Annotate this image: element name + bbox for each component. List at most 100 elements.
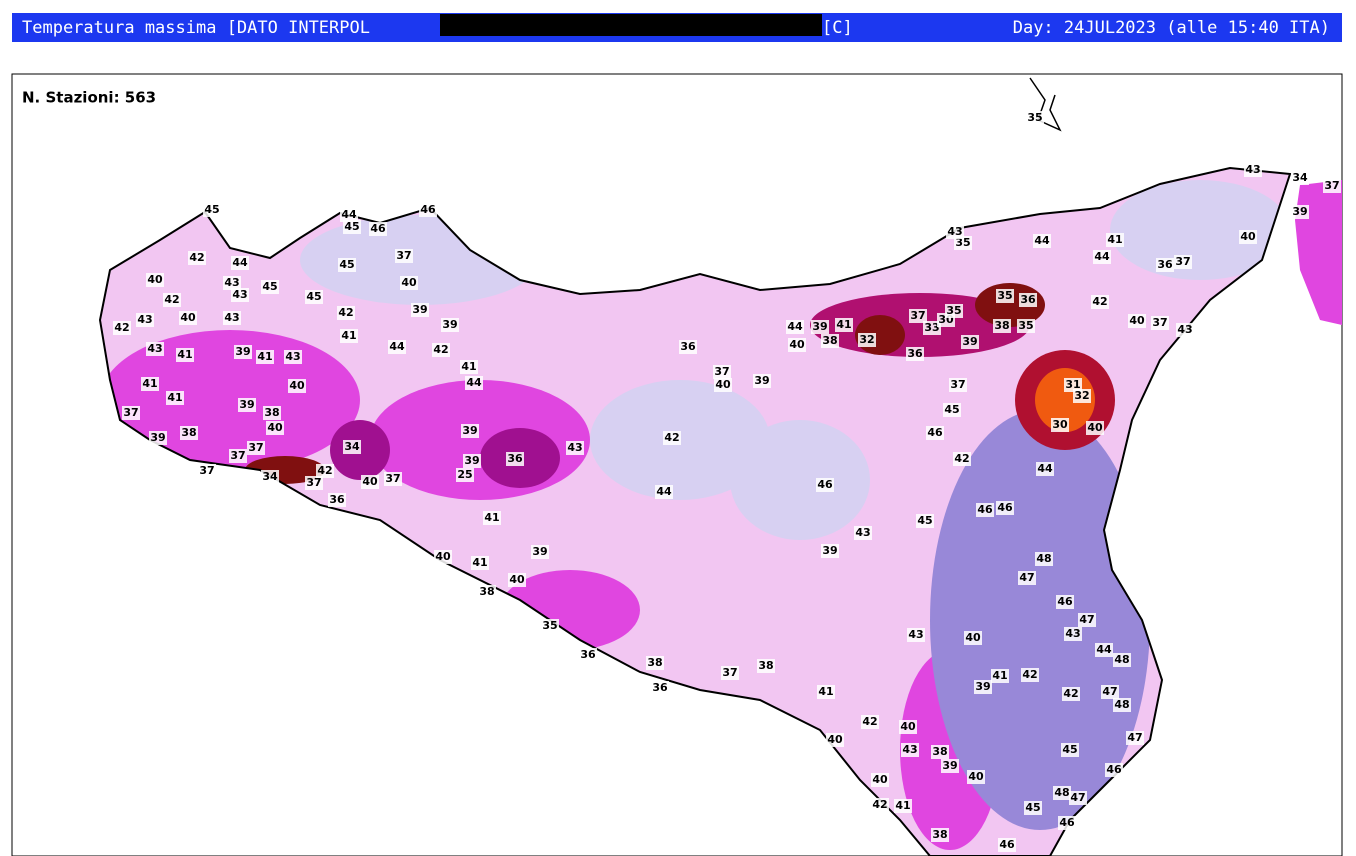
station-value: 43 bbox=[224, 276, 239, 289]
station-box bbox=[976, 503, 994, 517]
station-box bbox=[1056, 595, 1074, 609]
station-value: 38 bbox=[479, 585, 494, 598]
station-box bbox=[811, 320, 829, 334]
station-value: 40 bbox=[827, 733, 843, 746]
station-box bbox=[263, 406, 281, 420]
station-box bbox=[149, 431, 167, 445]
station-box bbox=[993, 319, 1011, 333]
station-box bbox=[1018, 571, 1036, 585]
station-value: 43 bbox=[947, 225, 962, 238]
station-value: 41 bbox=[895, 799, 910, 812]
station-value: 42 bbox=[433, 343, 448, 356]
station-value: 42 bbox=[872, 798, 887, 811]
station-value: 34 bbox=[262, 470, 278, 483]
station-box bbox=[663, 431, 681, 445]
station-box bbox=[953, 452, 971, 466]
station-box bbox=[340, 329, 358, 343]
station-value: 42 bbox=[338, 306, 353, 319]
station-box bbox=[1105, 763, 1123, 777]
station-value: 40 bbox=[435, 550, 451, 563]
station-value: 40 bbox=[872, 773, 888, 786]
station-box bbox=[821, 544, 839, 558]
station-box bbox=[284, 350, 302, 364]
station-box bbox=[1151, 316, 1169, 330]
station-box bbox=[858, 333, 876, 347]
station-value: 38 bbox=[647, 656, 662, 669]
station-value: 47 bbox=[1102, 685, 1117, 698]
station-value: 43 bbox=[908, 628, 923, 641]
station-value: 37 bbox=[950, 378, 965, 391]
station-box bbox=[188, 251, 206, 265]
station-value: 46 bbox=[420, 203, 436, 216]
station-value: 37 bbox=[123, 406, 138, 419]
station-value: 42 bbox=[114, 321, 129, 334]
station-value: 43 bbox=[232, 288, 247, 301]
station-box bbox=[964, 631, 982, 645]
station-box bbox=[471, 556, 489, 570]
station-box bbox=[1062, 687, 1080, 701]
station-value: 44 bbox=[1094, 250, 1110, 263]
station-box bbox=[1093, 250, 1111, 264]
station-value: 41 bbox=[992, 669, 1007, 682]
station-value: 39 bbox=[464, 454, 479, 467]
station-value: 40 bbox=[401, 276, 417, 289]
station-value: 43 bbox=[1065, 627, 1080, 640]
station-box bbox=[757, 659, 775, 673]
station-box bbox=[923, 321, 941, 335]
station-box bbox=[146, 273, 164, 287]
station-box bbox=[400, 276, 418, 290]
station-box bbox=[419, 203, 437, 217]
station-value: 36 bbox=[1020, 293, 1036, 306]
station-box bbox=[463, 454, 481, 468]
station-box bbox=[1033, 234, 1051, 248]
station-value: 37 bbox=[722, 666, 737, 679]
station-box bbox=[316, 464, 334, 478]
station-value: 42 bbox=[1022, 668, 1037, 681]
station-value: 40 bbox=[1240, 230, 1256, 243]
station-value: 39 bbox=[412, 303, 427, 316]
station-box bbox=[679, 340, 697, 354]
station-value: 36 bbox=[652, 681, 668, 694]
station-box bbox=[1113, 653, 1131, 667]
station-box bbox=[945, 304, 963, 318]
station-value: 36 bbox=[580, 648, 596, 661]
station-box bbox=[926, 426, 944, 440]
station-box bbox=[234, 345, 252, 359]
station-box bbox=[146, 342, 164, 356]
station-box bbox=[907, 628, 925, 642]
station-box bbox=[1323, 179, 1341, 193]
station-box bbox=[909, 309, 927, 323]
station-box bbox=[395, 249, 413, 263]
station-box bbox=[1061, 743, 1079, 757]
station-value: 36 bbox=[507, 452, 523, 465]
station-value: 36 bbox=[680, 340, 696, 353]
station-box bbox=[508, 573, 526, 587]
station-value: 37 bbox=[199, 464, 214, 477]
station-value: 33 bbox=[924, 321, 939, 334]
station-box bbox=[931, 745, 949, 759]
station-box bbox=[456, 468, 474, 482]
station-value: 41 bbox=[818, 685, 833, 698]
station-value: 39 bbox=[235, 345, 250, 358]
station-box bbox=[1073, 389, 1091, 403]
station-value: 32 bbox=[1074, 389, 1089, 402]
station-box bbox=[974, 680, 992, 694]
station-value: 43 bbox=[1245, 163, 1260, 176]
station-value: 35 bbox=[946, 304, 961, 317]
station-value: 43 bbox=[147, 342, 162, 355]
station-value: 37 bbox=[910, 309, 925, 322]
station-box bbox=[899, 720, 917, 734]
station-box bbox=[871, 773, 889, 787]
station-box bbox=[1128, 314, 1146, 328]
station-box bbox=[1058, 816, 1076, 830]
station-box bbox=[1017, 319, 1035, 333]
station-box bbox=[1021, 668, 1039, 682]
station-box bbox=[1291, 205, 1309, 219]
station-box bbox=[1026, 111, 1044, 125]
station-value: 47 bbox=[1079, 613, 1094, 626]
station-value: 37 bbox=[1175, 255, 1190, 268]
station-box bbox=[713, 365, 731, 379]
station-value: 39 bbox=[442, 318, 457, 331]
station-value: 48 bbox=[1114, 698, 1129, 711]
title: Temperatura massima [DATO INTERPOL bbox=[22, 18, 370, 38]
